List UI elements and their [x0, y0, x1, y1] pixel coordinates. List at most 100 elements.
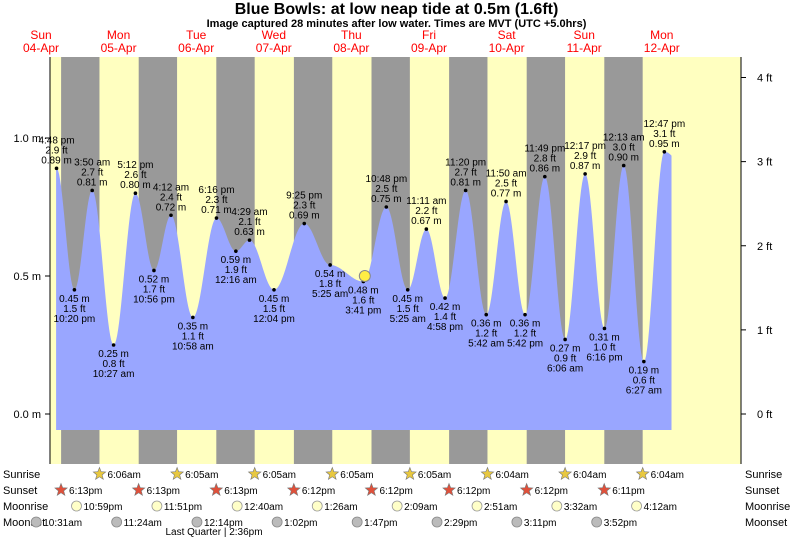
row-label-right: Moonrise: [745, 501, 790, 513]
low-tide-ft: 1.5 ft: [263, 304, 285, 315]
low-tide-point: [443, 296, 447, 300]
high-tide-time: 11:11 am: [406, 196, 446, 207]
high-tide-time: 6:16 pm: [198, 185, 234, 196]
day-date-label: 12-Apr: [644, 41, 680, 55]
low-tide-point: [523, 312, 527, 317]
moonset-icon: [271, 516, 283, 528]
low-tide-point: [642, 359, 646, 364]
sunset-time: 6:12pm: [535, 486, 568, 497]
high-tide-point: [463, 188, 468, 193]
high-tide-ft: 3.1 ft: [653, 129, 675, 140]
high-tide-m: 0.75 m: [371, 194, 402, 205]
high-tide-ft: 2.8 ft: [534, 154, 556, 165]
day-date-label: 06-Apr: [178, 41, 214, 55]
day-date-label: 05-Apr: [101, 41, 137, 55]
moonrise-icon: [551, 500, 563, 512]
high-tide-m: 0.71 m: [201, 205, 232, 216]
high-tide-point: [90, 188, 94, 193]
sunrise-time: 6:05am: [340, 470, 373, 481]
moonrise-icon: [151, 500, 163, 512]
low-tide-ft: 1.5 ft: [63, 304, 85, 315]
high-tide-time: 10:48 pm: [365, 174, 407, 185]
day-date-label: 07-Apr: [256, 41, 292, 55]
low-tide-m: 0.35 m: [178, 321, 209, 332]
high-tide-ft: 2.1 ft: [238, 217, 260, 228]
moonrise-time: 3:32am: [564, 502, 597, 513]
right-axis-tick-label: 4 ft: [757, 73, 772, 85]
high-tide-m: 0.86 m: [530, 164, 561, 175]
low-tide-point: [328, 263, 332, 267]
low-tide-point: [563, 337, 567, 342]
low-tide-point: [405, 288, 410, 292]
left-axis-tick-label: 1.0 m: [13, 133, 41, 145]
row-label-right: Sunrise: [745, 469, 782, 481]
sunrise-icon: [247, 466, 262, 480]
sunset-time: 6:12pm: [457, 486, 490, 497]
high-tide-time: 12:47 pm: [643, 119, 685, 130]
sunset-icon: [209, 482, 224, 496]
day-of-week-label: Thu: [341, 28, 362, 42]
day-of-week-label: Fri: [422, 28, 436, 42]
low-tide-point: [191, 315, 195, 320]
row-label-left: Sunset: [3, 485, 37, 497]
moonset-icon: [431, 516, 443, 528]
moonset-icon: [511, 516, 523, 528]
low-tide-m: 0.45 m: [259, 294, 290, 305]
moonrise-icon: [631, 500, 642, 512]
sunset-time: 6:13pm: [147, 486, 180, 497]
sunrise-icon: [402, 466, 417, 480]
day-of-week-label: Sun: [574, 28, 595, 42]
sunrise-icon: [92, 466, 107, 480]
low-tide-m: 0.36 m: [510, 319, 541, 330]
low-tide-time: 10:58 am: [172, 341, 214, 352]
moonset-icon: [111, 516, 123, 528]
high-tide-m: 0.90 m: [608, 153, 639, 164]
low-tide-ft: 1.6 ft: [352, 296, 374, 307]
sunset-icon: [364, 482, 379, 496]
moonrise-time: 1:26am: [324, 502, 357, 513]
high-tide-m: 0.80 m: [120, 180, 151, 191]
moonset-time: 3:52pm: [604, 518, 637, 529]
high-tide-time: 5:12 pm: [117, 160, 153, 171]
low-tide-time: 10:56 pm: [133, 294, 175, 305]
low-tide-ft: 1.7 ft: [143, 284, 165, 295]
sunset-time: 6:12pm: [379, 486, 412, 497]
high-tide-time: 12:13 am: [603, 133, 645, 144]
day-date-label: 04-Apr: [23, 41, 59, 55]
low-tide-point: [484, 312, 489, 317]
moonset-time: 3:11pm: [524, 518, 557, 529]
high-tide-m: 0.89 m: [41, 155, 72, 166]
low-tide-m: 0.45 m: [392, 294, 423, 305]
high-tide-ft: 2.9 ft: [574, 151, 596, 162]
low-tide-ft: 1.1 ft: [182, 331, 204, 342]
sunset-icon: [597, 482, 612, 496]
low-tide-ft: 1.9 ft: [225, 265, 247, 276]
low-tide-m: 0.36 m: [471, 319, 502, 330]
low-tide-time: 5:42 am: [468, 339, 504, 350]
sunset-icon: [54, 482, 68, 496]
low-tide-ft: 0.6 ft: [633, 376, 655, 387]
moonset-time: 1:47pm: [364, 518, 397, 529]
low-tide-ft: 1.8 ft: [319, 279, 341, 290]
moonrise-icon: [311, 500, 323, 512]
high-tide-ft: 2.3 ft: [205, 195, 227, 206]
moonset-time: 12:14pm: [204, 518, 243, 529]
high-tide-ft: 2.5 ft: [375, 184, 397, 195]
sunrise-time: 6:04am: [495, 470, 528, 481]
high-tide-time: 4:29 am: [231, 207, 267, 218]
low-tide-m: 0.31 m: [589, 332, 620, 343]
sunset-time: 6:13pm: [69, 486, 102, 497]
low-tide-m: 0.59 m: [221, 255, 252, 266]
high-tide-time: 11:20 pm: [445, 157, 486, 168]
low-tide-time: 4:58 pm: [427, 322, 463, 333]
high-tide-time: 11:50 am: [486, 168, 527, 179]
high-tide-point: [247, 238, 252, 242]
day-date-label: 10-Apr: [489, 41, 525, 55]
sunset-icon: [286, 482, 301, 496]
low-tide-point: [72, 288, 77, 292]
low-tide-ft: 1.2 ft: [475, 329, 497, 340]
moonrise-time: 2:09am: [404, 502, 437, 513]
low-tide-time: 5:25 am: [312, 289, 348, 300]
